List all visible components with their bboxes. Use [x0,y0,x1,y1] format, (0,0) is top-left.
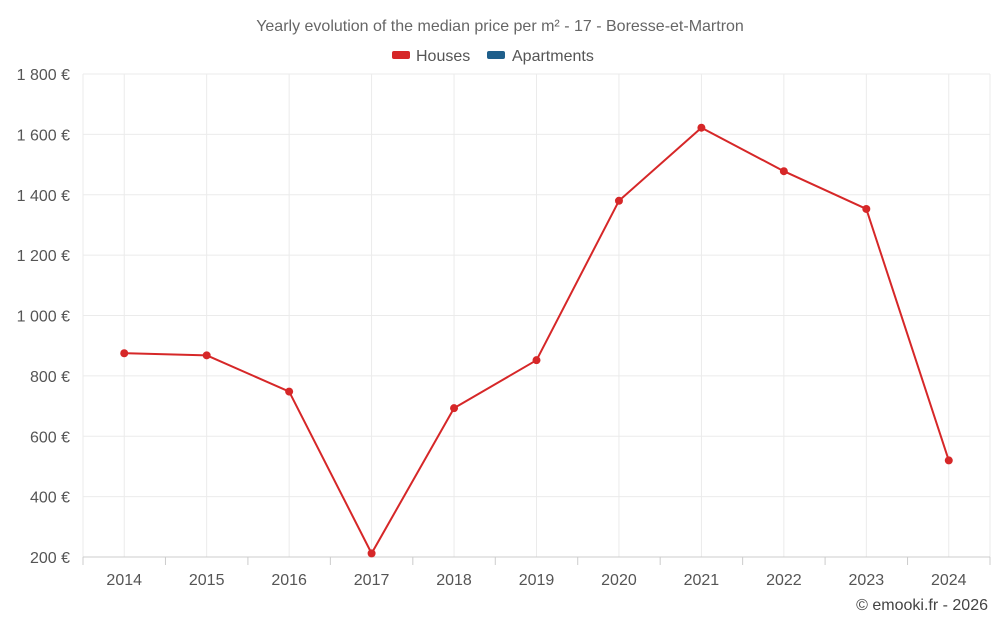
x-tick-label: 2021 [684,572,720,589]
chart-title: Yearly evolution of the median price per… [256,18,744,35]
y-tick-label: 1 800 € [17,67,70,84]
x-tick-label: 2018 [436,572,472,589]
x-tick-label: 2019 [519,572,555,589]
x-tick-label: 2015 [189,572,225,589]
legend-item-houses[interactable]: Houses [392,48,470,65]
legend-swatch-apartments [487,51,505,59]
data-point[interactable] [944,456,953,465]
x-tick-label: 2017 [354,572,390,589]
y-tick-label: 1 000 € [17,309,70,326]
data-point[interactable] [697,123,706,132]
y-tick-label: 800 € [30,369,70,386]
y-tick-label: 200 € [30,550,70,567]
y-tick-label: 1 400 € [17,188,70,205]
data-point[interactable] [532,356,541,365]
legend-swatch-houses [392,51,410,59]
data-point[interactable] [285,387,294,396]
data-point[interactable] [120,349,129,358]
y-tick-label: 1 200 € [17,248,70,265]
x-tick-label: 2024 [931,572,967,589]
x-tick-label: 2014 [106,572,142,589]
x-tick-label: 2023 [849,572,885,589]
y-axis-ticks: 200 € 400 € 600 € 800 € 1 000 € 1 200 € 1 400 … [17,67,70,567]
x-tick-label: 2022 [766,572,802,589]
credit-text: © emooki.fr - 2026 [856,597,988,614]
grid [82,73,991,557]
data-point[interactable] [779,167,788,176]
y-tick-label: 1 600 € [17,127,70,144]
data-point[interactable] [367,549,376,558]
y-tick-label: 600 € [30,429,70,446]
x-tick-label: 2020 [601,572,637,589]
legend-label-houses: Houses [416,48,470,65]
x-tick-label: 2016 [271,572,307,589]
y-tick-label: 400 € [30,490,70,507]
legend-item-apartments[interactable]: Apartments [487,48,594,65]
legend: Houses Apartments [392,48,594,65]
data-point[interactable] [614,196,623,205]
data-point[interactable] [450,404,459,413]
x-axis-ticks: 2014 2015 2016 2017 2018 2019 2020 2021 2022 2023… [82,557,991,589]
data-point[interactable] [202,351,211,360]
legend-label-apartments: Apartments [512,48,594,65]
series-houses [120,123,953,558]
data-point[interactable] [862,204,871,213]
